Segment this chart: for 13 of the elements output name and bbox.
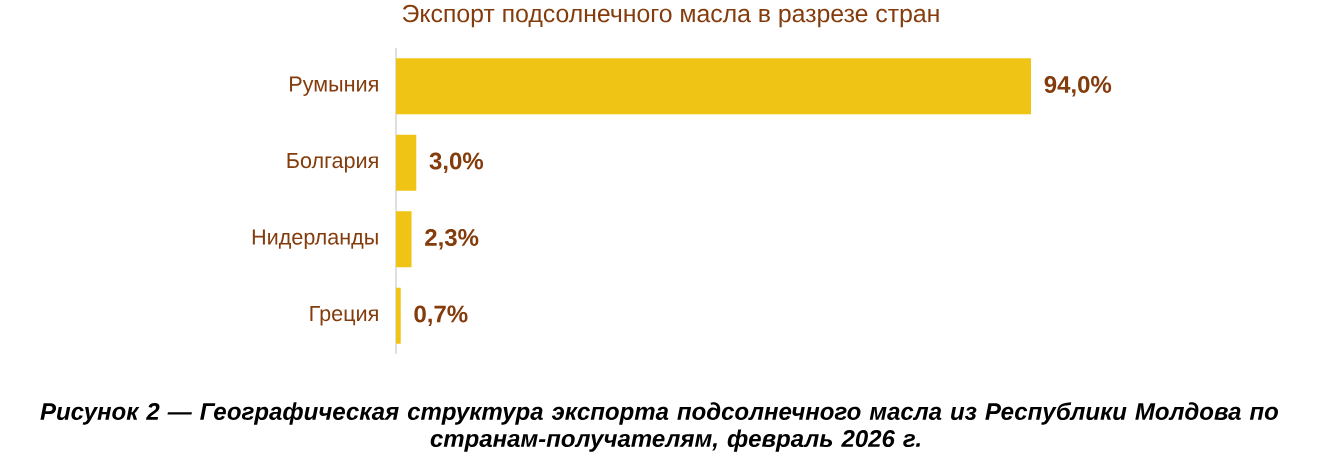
data-label: 3,0% xyxy=(429,152,484,173)
data-label: 0,7% xyxy=(414,305,468,326)
bar xyxy=(396,134,417,191)
text: Рисунок 2 — Географическая структура экспорта подсолнечного масла из Республики Молдова по странам-получателям, февраль 2026 г. xyxy=(40,402,1279,452)
chart-title: Экспорт подсолнечного масла в разрезе стран xyxy=(402,4,939,28)
data-label: 2,3% xyxy=(425,228,479,250)
data-label: 94,0% xyxy=(1044,76,1112,97)
y-tick-label: Нидерланды xyxy=(252,229,378,249)
y-tick-label: Румыния xyxy=(290,76,378,96)
bar xyxy=(396,58,1032,115)
y-tick-label: Болгария xyxy=(287,153,378,173)
y-tick-label: Греция xyxy=(310,306,378,326)
bar xyxy=(396,211,412,268)
